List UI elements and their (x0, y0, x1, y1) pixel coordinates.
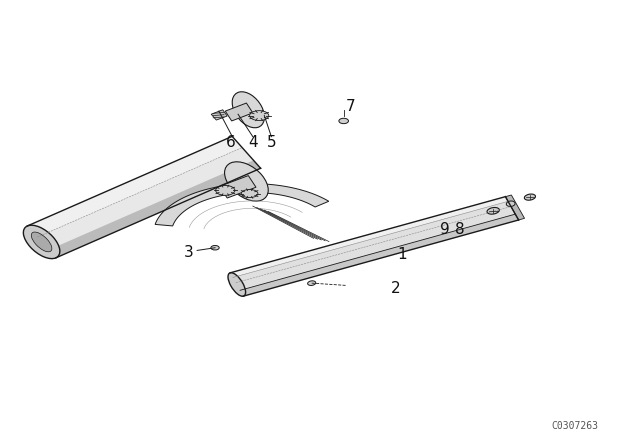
Ellipse shape (23, 225, 60, 258)
Text: C0307263: C0307263 (552, 421, 598, 431)
Ellipse shape (228, 273, 246, 296)
Text: 4: 4 (248, 135, 258, 150)
Polygon shape (211, 110, 227, 120)
Polygon shape (233, 201, 515, 290)
Ellipse shape (339, 118, 349, 124)
Ellipse shape (241, 190, 258, 198)
Text: 7: 7 (346, 99, 356, 114)
Polygon shape (225, 103, 253, 121)
Text: 6: 6 (225, 135, 236, 150)
Text: 8: 8 (454, 222, 465, 237)
Polygon shape (230, 197, 508, 277)
Ellipse shape (232, 92, 264, 128)
Polygon shape (49, 160, 260, 258)
Text: 2: 2 (390, 281, 401, 297)
Ellipse shape (506, 201, 515, 207)
Ellipse shape (250, 111, 269, 121)
Ellipse shape (31, 232, 52, 252)
Polygon shape (37, 147, 260, 258)
Ellipse shape (308, 281, 316, 285)
Polygon shape (28, 136, 242, 237)
Ellipse shape (524, 194, 536, 200)
Ellipse shape (487, 207, 499, 214)
Ellipse shape (211, 246, 220, 250)
Polygon shape (220, 176, 256, 198)
Text: 9: 9 (440, 222, 450, 237)
Polygon shape (506, 195, 525, 220)
Text: 3: 3 (184, 245, 194, 260)
Text: 5: 5 (266, 135, 276, 150)
Ellipse shape (225, 162, 268, 201)
Text: 1: 1 (397, 247, 407, 262)
Polygon shape (240, 214, 518, 296)
Polygon shape (155, 184, 329, 226)
Ellipse shape (216, 185, 235, 195)
